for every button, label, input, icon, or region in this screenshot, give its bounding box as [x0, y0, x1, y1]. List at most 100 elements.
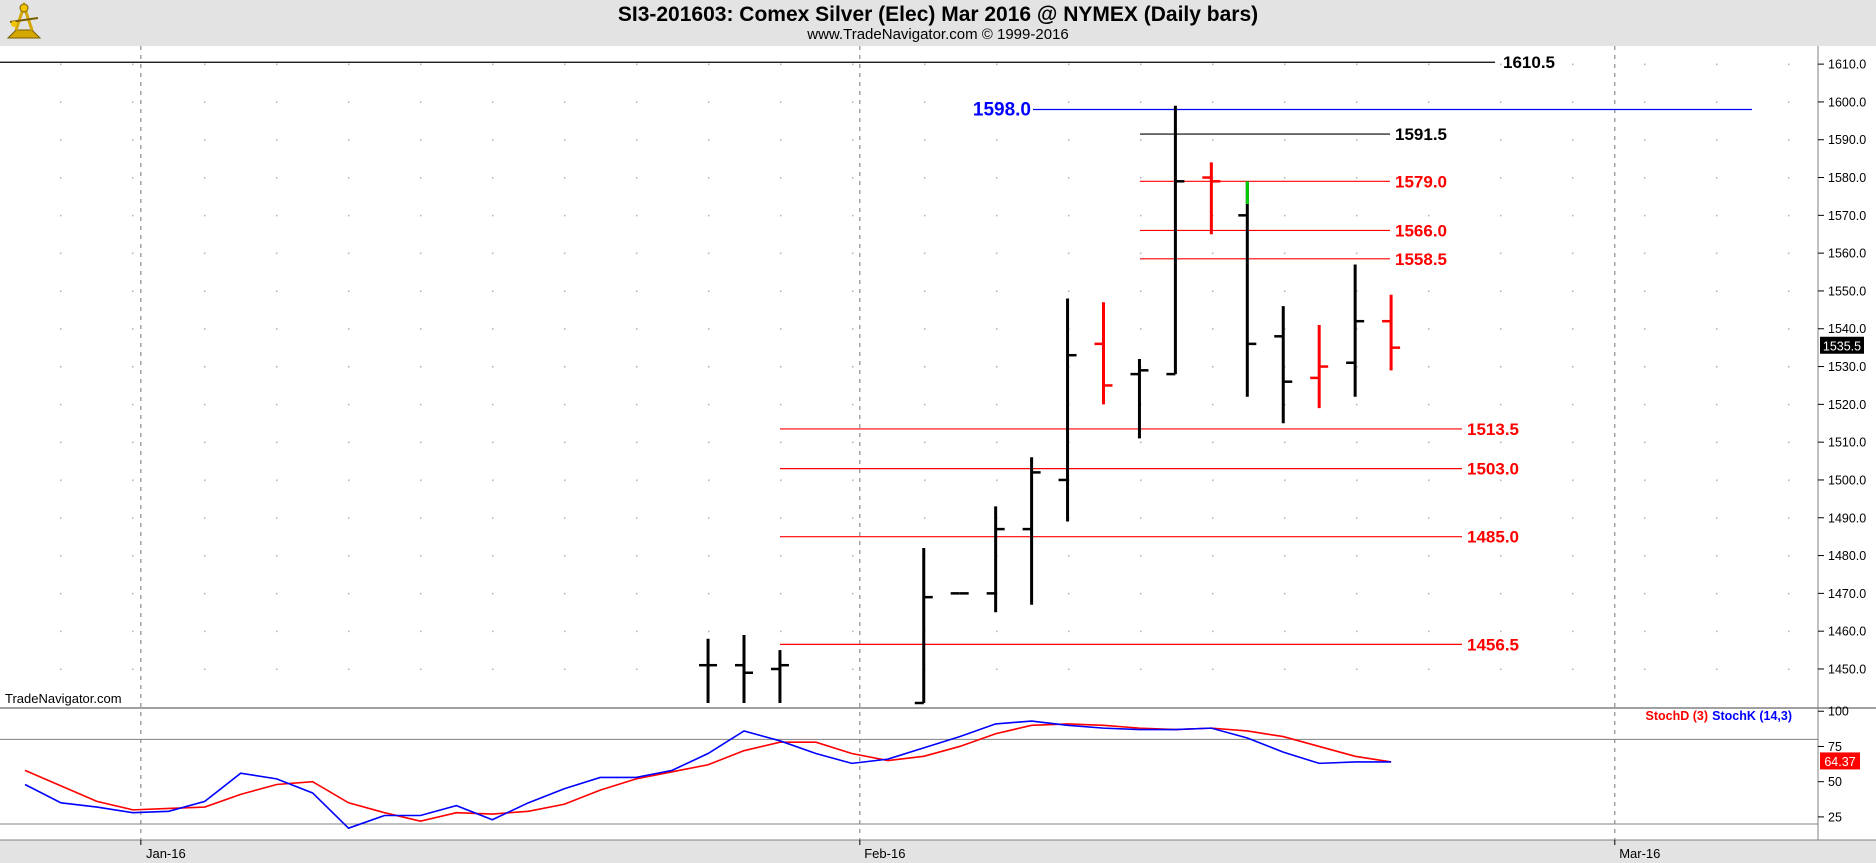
grid-dot — [1644, 177, 1646, 179]
grid-dot — [1572, 252, 1574, 255]
grid-dot — [1140, 441, 1142, 444]
grid-dot — [60, 63, 62, 66]
grid-dot — [348, 668, 350, 670]
y-tick-label: 1560.0 — [1828, 247, 1866, 261]
grid-dot — [492, 555, 494, 557]
stoch-y-tick-label: 100 — [1828, 705, 1849, 719]
grid-dot — [276, 592, 278, 595]
grid-dot — [1500, 479, 1502, 481]
grid-dot — [204, 555, 206, 557]
grid-dot — [636, 290, 638, 292]
grid-dot — [852, 139, 854, 141]
grid-dot — [1356, 63, 1358, 66]
grid-dot — [1284, 177, 1286, 179]
grid-dot — [996, 328, 998, 330]
grid-dot — [1356, 668, 1358, 670]
grid-dot — [276, 441, 278, 444]
grid-dot — [780, 290, 782, 292]
grid-dot — [1356, 328, 1358, 330]
grid-dot — [1068, 177, 1070, 179]
grid-dot — [636, 366, 638, 368]
grid-dot — [60, 214, 62, 217]
grid-dot — [1500, 441, 1502, 444]
grid-dot — [276, 403, 278, 406]
grid-dot — [1788, 441, 1790, 444]
grid-dot — [780, 366, 782, 368]
level-label: 1558.5 — [1395, 250, 1447, 269]
grid-dot — [1428, 441, 1430, 444]
grid-dot — [132, 479, 134, 481]
grid-dot — [1428, 63, 1430, 66]
grid-dot — [204, 668, 206, 670]
grid-dot — [1284, 139, 1286, 141]
level-label: 1579.0 — [1395, 172, 1447, 191]
grid-dot — [1572, 517, 1574, 519]
grid-dot — [60, 630, 62, 633]
grid-dot — [852, 479, 854, 481]
grid-dot — [1068, 252, 1070, 255]
grid-dot — [924, 441, 926, 444]
grid-dot — [1356, 366, 1358, 368]
level-label: 1598.0 — [973, 99, 1031, 120]
grid-dot — [1428, 592, 1430, 595]
grid-dot — [852, 63, 854, 66]
grid-dot — [1644, 366, 1646, 368]
grid-dot — [1500, 290, 1502, 292]
grid-dot — [492, 630, 494, 633]
grid-dot — [1068, 555, 1070, 557]
grid-dot — [1500, 592, 1502, 595]
grid-dot — [996, 214, 998, 217]
grid-dot — [636, 441, 638, 444]
grid-dot — [492, 177, 494, 179]
grid-dot — [492, 479, 494, 481]
grid-dot — [636, 63, 638, 66]
grid-dot — [60, 441, 62, 444]
grid-dot — [780, 517, 782, 519]
grid-dot — [1212, 139, 1214, 141]
dot-grid — [60, 63, 1790, 670]
grid-dot — [1284, 479, 1286, 481]
grid-dot — [564, 290, 566, 292]
grid-dot — [60, 177, 62, 179]
grid-dot — [564, 101, 566, 103]
grid-dot — [1356, 290, 1358, 292]
grid-dot — [636, 252, 638, 255]
grid-dot — [1572, 479, 1574, 481]
chart-header: SI3-201603: Comex Silver (Elec) Mar 2016… — [0, 0, 1876, 46]
grid-dot — [1716, 290, 1718, 292]
grid-dot — [852, 328, 854, 330]
grid-dot — [564, 177, 566, 179]
grid-dot — [564, 479, 566, 481]
level-label: 1513.5 — [1467, 420, 1519, 439]
grid-dot — [60, 668, 62, 670]
grid-dot — [996, 441, 998, 444]
grid-dot — [420, 63, 422, 66]
grid-dot — [852, 290, 854, 292]
grid-dot — [60, 479, 62, 481]
grid-dot — [348, 479, 350, 481]
grid-dot — [708, 517, 710, 519]
grid-dot — [1788, 63, 1790, 66]
grid-dot — [636, 592, 638, 595]
grid-dot — [924, 328, 926, 330]
grid-dot — [1572, 328, 1574, 330]
grid-dot — [1428, 290, 1430, 292]
grid-dot — [1572, 441, 1574, 444]
grid-dot — [348, 214, 350, 217]
grid-dot — [348, 403, 350, 406]
grid-dot — [420, 403, 422, 406]
grid-dot — [780, 403, 782, 406]
grid-dot — [852, 252, 854, 255]
y-tick-label: 1490.0 — [1828, 511, 1866, 525]
y-tick-label: 1480.0 — [1828, 549, 1866, 563]
grid-dot — [1500, 630, 1502, 633]
grid-dot — [1500, 366, 1502, 368]
grid-dot — [492, 290, 494, 292]
grid-dot — [204, 101, 206, 103]
grid-dot — [1644, 592, 1646, 595]
grid-dot — [204, 214, 206, 217]
grid-dot — [1428, 668, 1430, 670]
grid-dot — [564, 63, 566, 66]
grid-dot — [492, 592, 494, 595]
y-tick-label: 1450.0 — [1828, 662, 1866, 676]
